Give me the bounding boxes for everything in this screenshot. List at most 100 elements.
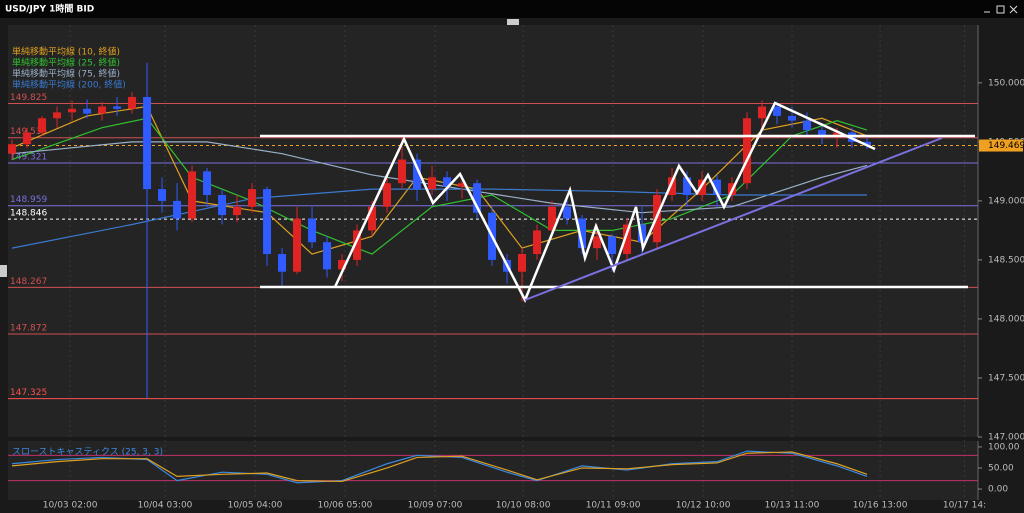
- candle-body: [233, 206, 242, 216]
- candle-body: [773, 106, 782, 116]
- candle-body: [788, 115, 797, 121]
- current-price-label: 149.469: [988, 141, 1024, 151]
- drawn-zigzag: [333, 101, 876, 303]
- x-tick-label: 10/13 11:00: [765, 501, 820, 511]
- y-tick-label: 147.500: [988, 373, 1024, 383]
- legend-entry: 単純移動平均線 (25, 終値): [12, 57, 120, 69]
- candle-body: [608, 236, 617, 255]
- y-tick-label: 147.000: [988, 433, 1024, 443]
- candle-body: [623, 224, 632, 255]
- candle-body: [173, 200, 182, 219]
- x-tick-label: 10/09 07:00: [408, 501, 463, 511]
- side-toggle[interactable]: [0, 265, 7, 277]
- candle-body: [548, 206, 557, 231]
- candle-body: [698, 179, 707, 195]
- current-price-tag: [979, 139, 1023, 152]
- candle-body: [833, 132, 842, 136]
- candle-body: [338, 259, 347, 270]
- candle-body: [743, 118, 752, 184]
- y-tick-label: 50.00: [988, 463, 1014, 473]
- candle-body: [593, 236, 602, 249]
- candle-body: [23, 132, 32, 145]
- series-line: [11, 117, 868, 255]
- candle-body: [473, 183, 482, 213]
- candle-body: [128, 97, 137, 109]
- user-drawings: [260, 101, 975, 303]
- candle-body: [533, 230, 542, 255]
- level-label: 147.872: [10, 324, 47, 334]
- candle-body: [563, 206, 572, 219]
- x-tick-label: 10/05 04:00: [228, 501, 283, 511]
- candle-body: [803, 120, 812, 131]
- level-label: 148.846: [10, 209, 47, 219]
- x-tick-label: 10/11 09:00: [586, 501, 641, 511]
- level-label: 149.535: [10, 127, 47, 137]
- candle-body: [68, 108, 77, 113]
- candle-body: [248, 189, 257, 207]
- legend-entry: 単純移動平均線 (10, 終値): [12, 46, 120, 58]
- candle-body: [458, 183, 467, 187]
- plot-layer: 147.000 147.500 148.000 148.500 149.000 149.5…: [8, 25, 1024, 511]
- legend-entry: 単純移動平均線 (200, 終値): [12, 79, 126, 91]
- candle-body: [818, 130, 827, 136]
- level-label: 147.325: [10, 388, 47, 398]
- x-tick-label: 10/04 03:00: [138, 501, 193, 511]
- series-line: [11, 451, 868, 483]
- candle-body: [683, 177, 692, 195]
- candle-body: [713, 179, 722, 195]
- candle-body: [428, 177, 437, 190]
- candle-body: [353, 230, 362, 260]
- candle-body: [53, 112, 62, 119]
- window-title: USD/JPY 1時間 BID: [5, 3, 94, 15]
- candle-body: [218, 194, 227, 216]
- candle-body: [578, 218, 587, 249]
- candle-body: [413, 159, 422, 190]
- title-bar: [0, 0, 1024, 18]
- candle-body: [38, 118, 47, 133]
- y-tick-label: 148.000: [988, 314, 1024, 324]
- x-tick-label: 10/17 14:: [943, 501, 986, 511]
- candle-body: [758, 106, 767, 119]
- legend-entry: 単純移動平均線 (75, 終値): [12, 68, 120, 80]
- candle-body: [83, 108, 92, 114]
- level-label: 148.959: [10, 195, 47, 205]
- candle-body: [863, 141, 872, 146]
- candle-body: [383, 183, 392, 207]
- candle-body: [368, 206, 377, 231]
- candle-body: [203, 171, 212, 195]
- x-tick-label: 10/10 08:00: [496, 501, 551, 511]
- candle-body: [323, 242, 332, 270]
- y-tick-label: 149.000: [988, 196, 1024, 206]
- x-tick-label: 10/12 10:00: [676, 501, 731, 511]
- level-label: 148.267: [10, 277, 47, 287]
- indicator-title: スローストキャスティクス (25, 3, 3): [12, 447, 163, 458]
- candle-body: [158, 189, 167, 201]
- y-tick-label: 150.000: [988, 78, 1024, 88]
- candle-body: [98, 106, 107, 114]
- level-label: 149.321: [10, 153, 47, 163]
- y-tick-label: 100.00: [988, 442, 1020, 452]
- level-label: 149.825: [10, 93, 47, 103]
- close-button[interactable]: [1009, 5, 1018, 14]
- candle-body: [113, 106, 122, 109]
- maximize-button[interactable]: [996, 5, 1005, 14]
- candle-body: [263, 189, 272, 255]
- stochastic-panel: [8, 441, 978, 500]
- candle-body: [8, 144, 17, 154]
- candle-body: [143, 97, 152, 190]
- candle-body: [443, 177, 452, 187]
- candle-body: [278, 254, 287, 272]
- candle-body: [398, 159, 407, 184]
- window-buttons[interactable]: [984, 5, 1018, 14]
- x-tick-label: 10/03 02:00: [43, 501, 98, 511]
- drawn-trendline: [524, 137, 943, 301]
- panel-toggle[interactable]: [507, 19, 519, 25]
- candle-body: [668, 177, 677, 195]
- candle-body: [518, 254, 527, 272]
- candle-body: [293, 218, 302, 272]
- candle-body: [188, 171, 197, 219]
- candle-body: [308, 218, 317, 243]
- x-tick-label: 10/06 05:00: [318, 501, 373, 511]
